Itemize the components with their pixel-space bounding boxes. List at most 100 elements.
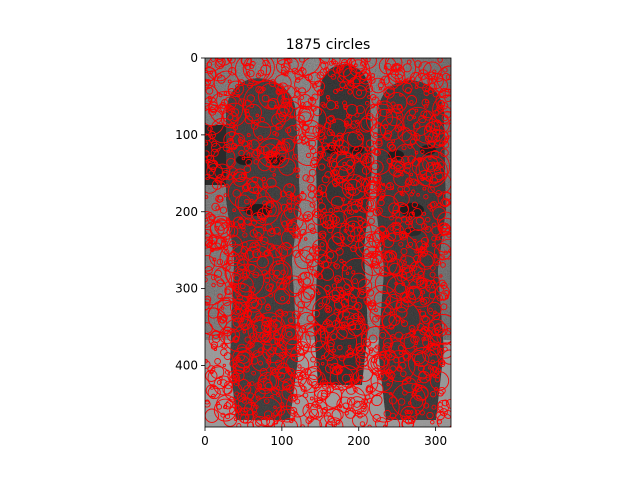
blob-circle: [224, 262, 248, 285]
blob-circle: [403, 162, 412, 170]
blob-circle: [293, 373, 299, 379]
blob-circle: [305, 417, 313, 424]
blob-circle: [437, 389, 444, 397]
blob-circle: [272, 173, 276, 177]
blob-circle: [214, 358, 221, 365]
blob-circle: [351, 270, 356, 275]
blob-circle: [237, 136, 244, 143]
blob-circle: [404, 179, 412, 187]
blob-circle: [382, 230, 390, 239]
blob-circle: [273, 405, 277, 409]
blob-circle: [339, 258, 344, 264]
blob-circle: [324, 305, 333, 314]
blob-circle: [294, 75, 312, 94]
blob-circle: [395, 302, 403, 309]
blob-circle: [371, 356, 378, 364]
blob-circle: [405, 220, 410, 226]
blob-circle: [441, 140, 450, 149]
blob-circle: [440, 101, 449, 110]
blob-circle: [418, 370, 431, 384]
blob-circle: [429, 353, 433, 357]
blob-circle: [386, 92, 408, 113]
blob-circle: [430, 150, 440, 159]
blob-circle: [382, 337, 394, 349]
blob-circle: [426, 411, 434, 420]
blob-circle: [396, 365, 403, 372]
x-axis: 0 100 200 300: [201, 427, 447, 448]
blob-circle: [205, 400, 211, 408]
blob-circle: [229, 240, 237, 248]
blob-circle: [300, 367, 306, 373]
blob-circle: [331, 222, 356, 247]
blob-circle: [438, 347, 444, 354]
blob-circle: [432, 277, 440, 284]
blob-circle: [341, 197, 346, 202]
blob-circle: [223, 405, 228, 410]
blob-circle: [307, 365, 322, 380]
blob-circle: [432, 94, 451, 125]
blob-circle: [341, 265, 348, 272]
blob-circle: [286, 198, 293, 204]
blob-circle: [338, 286, 344, 291]
blob-circle: [314, 288, 319, 293]
blob-circle: [324, 284, 331, 292]
blob-circle: [365, 341, 372, 347]
blob-circle: [326, 417, 344, 427]
blob-circle: [214, 219, 230, 235]
blob-circle: [254, 241, 259, 246]
blob-circle: [234, 391, 240, 397]
blob-circle: [309, 147, 317, 155]
blob-circle: [397, 344, 405, 352]
blob-circle: [219, 181, 226, 188]
blob-circle: [251, 351, 272, 372]
blob-circle: [294, 77, 301, 83]
blob-circle: [345, 103, 359, 117]
blob-circle: [279, 402, 285, 407]
blob-circle: [346, 397, 356, 406]
blob-circle: [209, 247, 215, 253]
blob-circle: [386, 258, 404, 275]
blob-circle: [343, 85, 348, 90]
blob-circle: [366, 199, 375, 208]
blob-circle: [388, 354, 393, 358]
blob-circle: [282, 378, 295, 391]
blob-circle: [300, 385, 307, 392]
blob-circle: [257, 207, 270, 220]
blob-circle: [412, 115, 417, 119]
blob-circle: [273, 226, 281, 235]
blob-circle: [367, 217, 375, 225]
blob-circle: [251, 410, 258, 417]
blob-circle: [390, 334, 396, 340]
blob-circle: [382, 132, 392, 141]
blob-circle: [439, 274, 443, 278]
blob-circle: [290, 115, 294, 119]
blob-circle: [287, 317, 295, 324]
blob-circle: [216, 195, 224, 203]
blob-circle: [205, 156, 208, 162]
blob-circle: [235, 309, 241, 315]
blob-circle: [257, 251, 263, 257]
blob-circle: [290, 393, 299, 402]
blob-circle: [210, 365, 225, 379]
blob-circle: [286, 100, 293, 107]
blob-circle: [320, 389, 329, 398]
blob-circle: [413, 238, 417, 243]
blob-circle: [272, 131, 277, 136]
blob-circle: [421, 211, 427, 216]
blob-circle: [217, 315, 222, 320]
blob-circle: [210, 148, 219, 157]
blob-circle: [423, 402, 430, 409]
blob-circle: [342, 100, 348, 106]
blob-circle: [211, 142, 221, 153]
blob-circle: [436, 294, 444, 302]
blob-circle: [222, 384, 233, 395]
blob-circle: [330, 59, 337, 65]
blob-circle: [311, 210, 327, 226]
blob-circle: [420, 149, 425, 154]
blob-circle: [359, 421, 366, 427]
blob-circle: [405, 77, 413, 84]
blob-circle: [221, 306, 225, 310]
blob-circle: [422, 296, 430, 304]
blob-circle: [352, 278, 359, 285]
blob-circle: [278, 283, 286, 290]
